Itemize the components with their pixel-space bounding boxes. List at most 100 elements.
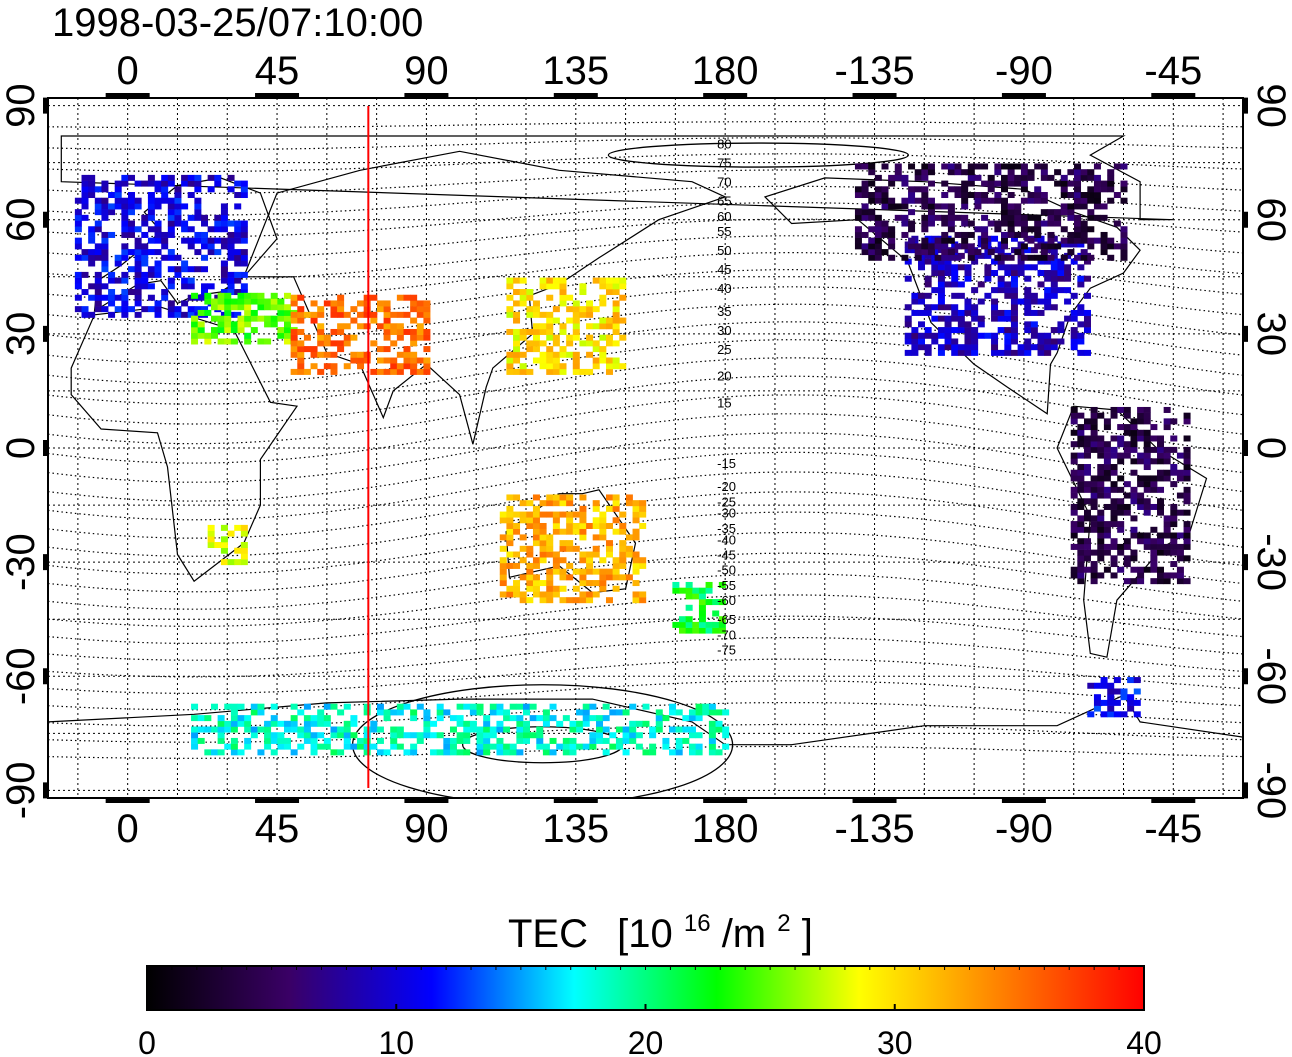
tec-cell — [552, 517, 560, 524]
tec-cell — [546, 534, 554, 541]
tec-cell — [632, 505, 640, 512]
tec-cell — [559, 597, 567, 604]
frame-tick-bottom — [852, 798, 897, 803]
tec-cell — [396, 334, 404, 341]
tec-cell — [964, 327, 972, 334]
tec-cell — [227, 243, 235, 250]
tec-cell — [589, 715, 597, 722]
frame-tick-top — [105, 93, 150, 98]
tec-cell — [655, 715, 663, 722]
tec-cell — [270, 703, 278, 710]
tec-cell — [1040, 254, 1048, 261]
tec-cell — [632, 528, 640, 535]
tec-cell — [1113, 243, 1121, 250]
tec-cell — [1001, 186, 1008, 193]
tec-cell — [546, 363, 554, 370]
tec-cell — [911, 338, 919, 345]
tec-cell — [1176, 578, 1184, 585]
tec-cell — [997, 349, 1005, 356]
tec-cell — [532, 306, 540, 313]
tec-cell — [217, 737, 225, 744]
tec-cell — [927, 163, 935, 170]
tec-cell — [964, 304, 972, 311]
tec-cell — [592, 277, 600, 284]
tec-cell — [1183, 469, 1191, 476]
tec-cell — [572, 300, 580, 307]
right-lat-tick-label: 30 — [1249, 312, 1292, 357]
tec-cell — [1090, 521, 1098, 528]
tec-cell — [230, 737, 238, 744]
tec-cell — [1020, 220, 1028, 227]
tec-cell — [861, 192, 869, 199]
right-lat-tick-label: 90 — [1249, 83, 1292, 128]
tec-cell — [503, 726, 511, 733]
tec-cell — [1057, 338, 1065, 345]
tec-cell — [297, 340, 305, 347]
tec-cell — [1027, 192, 1035, 199]
tec-cell — [1057, 327, 1065, 334]
tec-cell — [947, 220, 955, 227]
tec-cell — [1143, 412, 1151, 419]
tec-cell — [1110, 481, 1118, 488]
tec-cell — [363, 311, 371, 318]
tec-cell — [410, 709, 418, 716]
tec-cell — [237, 703, 245, 710]
tec-cell — [513, 346, 521, 353]
tec-cell — [416, 703, 424, 710]
tec-cell — [532, 562, 540, 569]
tec-cell — [914, 186, 922, 193]
tec-cell — [191, 338, 199, 345]
tec-cell — [1070, 543, 1078, 550]
tec-cell — [220, 542, 228, 549]
tec-cell — [147, 266, 155, 273]
tec-cell — [1070, 458, 1078, 465]
tec-cell — [1004, 338, 1012, 345]
tec-cell — [526, 311, 534, 318]
tec-cell — [114, 180, 122, 187]
tec-cell — [519, 277, 527, 284]
tec-cell — [605, 363, 613, 370]
tec-cell — [1170, 561, 1178, 568]
tec-cell — [539, 580, 547, 587]
tec-cell — [1157, 458, 1165, 465]
tec-cell — [317, 323, 325, 330]
tec-cell — [1034, 163, 1042, 170]
tec-cell — [921, 197, 929, 204]
tec-cell — [1077, 555, 1085, 562]
tec-cell — [101, 203, 109, 210]
tec-cell — [94, 220, 102, 227]
tec-cell — [1183, 486, 1191, 493]
tec-cell — [542, 720, 550, 727]
tec-cell — [147, 192, 155, 199]
tec-cell — [957, 309, 965, 316]
tec-cell — [622, 737, 630, 744]
tec-cell — [894, 169, 902, 176]
bottom-lon-tick-label: 135 — [542, 807, 609, 851]
tec-cell — [632, 568, 640, 575]
tec-cell — [88, 231, 96, 238]
tec-cell — [951, 327, 959, 334]
tec-cell — [921, 203, 929, 210]
tec-cell — [1077, 321, 1085, 328]
tec-cell — [619, 574, 627, 581]
tec-cell — [698, 610, 706, 617]
tec-cell — [854, 243, 862, 250]
tec-cell — [1070, 332, 1078, 339]
tec-cell — [121, 226, 129, 233]
tec-cell — [194, 237, 202, 244]
tec-cell — [1176, 543, 1184, 550]
tec-cell — [1054, 243, 1062, 250]
tec-cell — [526, 568, 534, 575]
tec-cell — [874, 186, 882, 193]
tec-cell — [1017, 344, 1025, 351]
tec-cell — [579, 311, 587, 318]
tec-cell — [941, 243, 949, 250]
tec-cell — [230, 720, 238, 727]
tec-cell — [230, 715, 238, 722]
tec-cell — [416, 311, 424, 318]
tec-cell — [874, 249, 882, 256]
tec-cell — [506, 562, 514, 569]
tec-cell — [924, 292, 932, 299]
tec-cell — [635, 720, 643, 727]
tec-cell — [599, 277, 607, 284]
